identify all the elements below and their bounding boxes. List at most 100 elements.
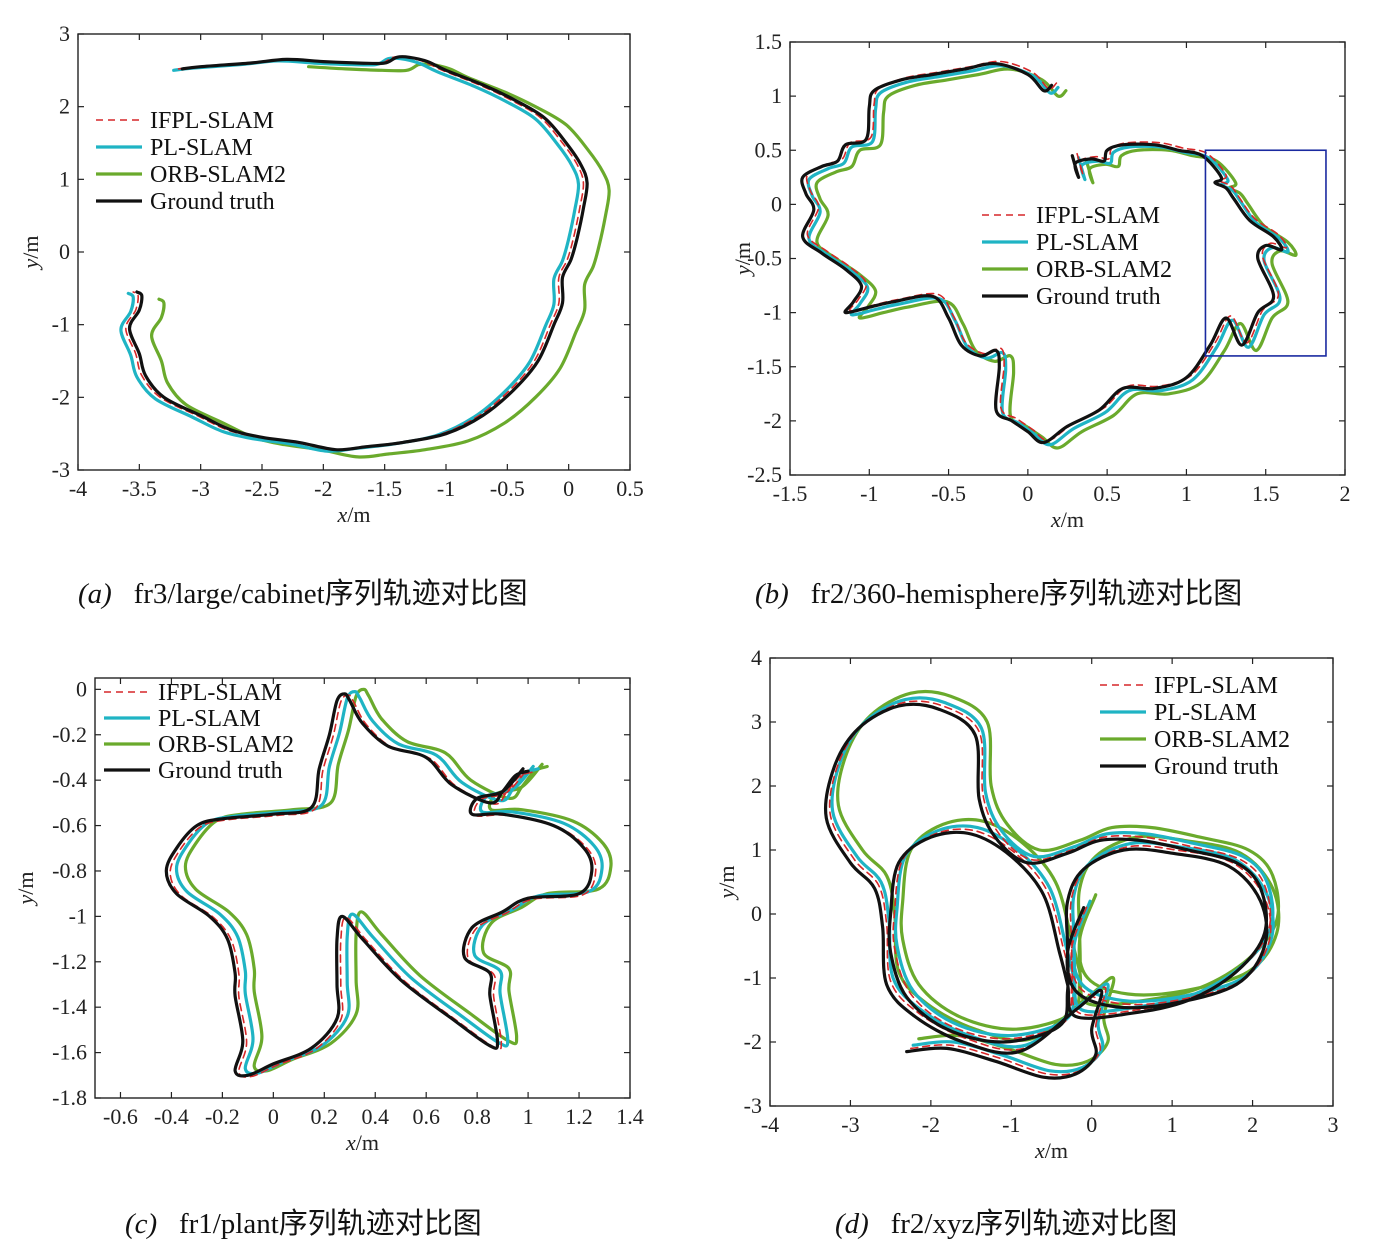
x-tick-label-b: -1.5 xyxy=(773,481,808,506)
chart-c: -0.6 -0.4 -0.2 0 0.2 0.4 0.6 0.8 1 1.2 1.4 -1.8 -1.6… xyxy=(13,676,644,1155)
x-tick-label-b: 2 xyxy=(1340,481,1351,506)
x-axis-var-c: x xyxy=(345,1130,356,1155)
x-tick-label-a: -3.5 xyxy=(122,476,157,501)
caption-letter-d: (d) xyxy=(835,1208,869,1240)
y-tick-label-b: 0 xyxy=(771,191,782,216)
x-tick-label-b: -0.5 xyxy=(931,481,966,506)
x-tick-label-c: -0.2 xyxy=(205,1104,240,1129)
x-tick-label-c: 0.6 xyxy=(412,1104,440,1129)
caption-text-d: fr2/xyz序列轨迹对比图 xyxy=(890,1208,1178,1240)
y-tick-label-c: -1 xyxy=(69,903,87,928)
caption-text-b: fr2/360-hemisphere序列轨迹对比图 xyxy=(810,578,1243,610)
zoom-region-box-b xyxy=(1204,149,1327,357)
y-tick-label-c: -0.8 xyxy=(52,858,87,883)
legend-label-c: Ground truth xyxy=(158,758,283,784)
plot-frame-a xyxy=(77,33,631,471)
chart-d: -4 -3 -2 -1 0 1 2 3-3-2-101234x/my/mIFPL-SLAMPL… xyxy=(714,645,1339,1163)
y-axis-unit-b: /m xyxy=(730,242,755,265)
y-tick-label-d: 2 xyxy=(751,773,762,798)
x-tick-label-b: 1 xyxy=(1181,481,1192,506)
x-tick-label-c: -0.6 xyxy=(103,1104,138,1129)
legend-label-b: IFPL-SLAM xyxy=(1036,203,1160,229)
y-tick-label-c: 0 xyxy=(76,676,87,701)
x-tick-label-c: 0.4 xyxy=(361,1104,389,1129)
y-tick-label-c: -0.6 xyxy=(52,813,87,838)
y-tick-label-a: 0 xyxy=(59,239,70,264)
y-tick-label-b: 1 xyxy=(771,83,782,108)
caption-letter-a: (a) xyxy=(78,578,112,610)
plot-area-a xyxy=(119,55,611,459)
x-tick-label-c: 0.2 xyxy=(311,1104,339,1129)
caption-letter-c: (c) xyxy=(125,1208,158,1240)
x-axis-var-a: x xyxy=(337,502,348,527)
legend-label-a: Ground truth xyxy=(150,189,275,215)
x-tick-label-b: 0 xyxy=(1022,481,1033,506)
x-axis-unit-b: /m xyxy=(1061,507,1084,532)
plot-frame-c xyxy=(94,677,631,1099)
y-axis-var-b: y xyxy=(730,265,755,277)
x-tick-label-a: -4 xyxy=(69,476,87,501)
x-tick-label-a: -3 xyxy=(192,476,210,501)
y-axis-label-d: y/m xyxy=(714,866,739,901)
x-tick-label-d: -1 xyxy=(1002,1112,1020,1137)
y-axis-var-d: y xyxy=(714,889,739,901)
y-tick-label-a: -2 xyxy=(52,384,70,409)
x-tick-label-c: -0.4 xyxy=(154,1104,189,1129)
y-tick-label-a: 3 xyxy=(59,21,70,46)
y-tick-label-b: -2.5 xyxy=(747,462,782,487)
chart-a: -4 -3.5 -3 -2.5 -2 -1.5 -1 -0.5 0 0.5-3-2-10123x/… xyxy=(18,21,644,527)
y-axis-unit-d: /m xyxy=(714,866,739,889)
series-line-ground-truth-a xyxy=(127,55,589,452)
x-tick-label-a: 0 xyxy=(563,476,574,501)
x-tick-label-c: 0.8 xyxy=(463,1104,491,1129)
y-tick-label-b: -2 xyxy=(764,408,782,433)
x-axis-label-c: x/m xyxy=(345,1130,379,1155)
caption-letter-b: (b) xyxy=(755,578,789,610)
y-tick-label-c: -0.2 xyxy=(52,722,87,747)
caption-d: (d) fr2/xyz序列轨迹对比图 xyxy=(835,1200,1177,1242)
x-tick-label-a: 0.5 xyxy=(616,476,644,501)
y-tick-label-c: -1.2 xyxy=(52,949,87,974)
x-tick-label-a: -2.5 xyxy=(245,476,280,501)
legend-label-c: PL-SLAM xyxy=(158,706,261,732)
x-axis-label-b: x/m xyxy=(1050,507,1084,532)
x-tick-label-d: -4 xyxy=(761,1112,779,1137)
series-line-orb-slam2-a xyxy=(150,62,611,459)
series-line-pl-slam-b xyxy=(806,64,1290,447)
y-axis-unit-c: /m xyxy=(13,872,38,895)
x-tick-label-c: 1.4 xyxy=(616,1104,644,1129)
caption-a: (a) fr3/large/cabinet序列轨迹对比图 xyxy=(78,570,528,612)
legend-label-c: IFPL-SLAM xyxy=(158,680,282,706)
series-line-ground-truth-c xyxy=(164,692,594,1078)
series-line-pl-slam-a xyxy=(119,56,581,453)
caption-text-a: fr3/large/cabinet序列轨迹对比图 xyxy=(133,578,528,610)
x-tick-label-d: -2 xyxy=(922,1112,940,1137)
plot-area-d xyxy=(824,689,1281,1080)
y-tick-label-b: -0.5 xyxy=(747,246,782,271)
y-tick-label-a: -1 xyxy=(52,312,70,337)
y-tick-label-b: 0.5 xyxy=(755,137,783,162)
x-tick-label-d: 2 xyxy=(1247,1112,1258,1137)
caption-b: (b) fr2/360-hemisphere序列轨迹对比图 xyxy=(755,570,1242,612)
y-tick-label-c: -0.4 xyxy=(52,767,87,792)
y-axis-var-c: y xyxy=(13,895,38,907)
y-tick-label-c: -1.6 xyxy=(52,1040,87,1065)
series-line-ground-truth-b xyxy=(800,61,1284,445)
x-tick-label-d: 3 xyxy=(1328,1112,1339,1137)
series-line-orb-slam2-b xyxy=(814,67,1298,450)
legend-label-d: ORB-SLAM2 xyxy=(1154,727,1290,753)
legend-label-d: PL-SLAM xyxy=(1154,700,1257,726)
y-tick-label-c: -1.8 xyxy=(52,1085,87,1110)
series-line-ifpl-slam-c xyxy=(169,694,597,1078)
y-axis-label-b: y/m xyxy=(730,242,755,277)
x-tick-label-c: 1 xyxy=(523,1104,534,1129)
legend-label-d: Ground truth xyxy=(1154,754,1279,780)
y-tick-label-b: -1 xyxy=(764,300,782,325)
x-tick-label-a: -1.5 xyxy=(367,476,402,501)
caption-text-c: fr1/plant序列轨迹对比图 xyxy=(178,1208,482,1240)
y-axis-unit-a: /m xyxy=(18,236,43,259)
y-tick-label-b: 1.5 xyxy=(755,29,783,54)
